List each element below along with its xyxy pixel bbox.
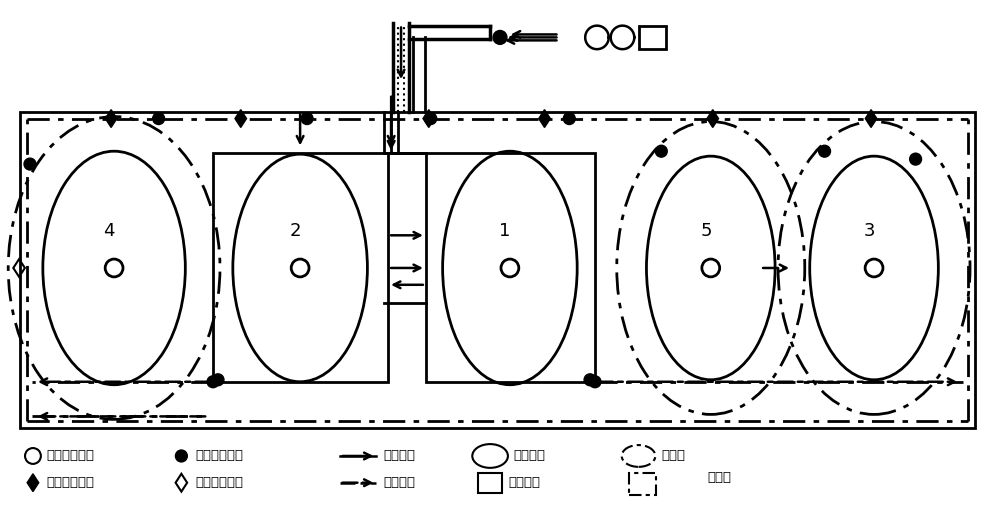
Circle shape	[910, 153, 922, 165]
Bar	[629, 473, 656, 494]
Bar	[213, 153, 388, 382]
Text: 设备温度测点: 设备温度测点	[47, 449, 95, 463]
Polygon shape	[865, 110, 877, 127]
Polygon shape	[423, 110, 435, 127]
Text: 外壁温度测点: 外壁温度测点	[195, 476, 243, 489]
Text: 控制体: 控制体	[661, 449, 685, 463]
Circle shape	[584, 374, 596, 386]
Text: 4: 4	[103, 222, 115, 240]
Circle shape	[819, 145, 830, 157]
Bar	[639, 25, 666, 49]
Circle shape	[425, 112, 437, 125]
Text: 内壁温度测点: 内壁温度测点	[47, 476, 95, 489]
Text: 入口空气: 入口空气	[383, 449, 415, 463]
Polygon shape	[27, 474, 39, 492]
Circle shape	[493, 31, 507, 45]
Circle shape	[175, 450, 187, 462]
Polygon shape	[235, 110, 247, 127]
Text: 2: 2	[289, 222, 301, 240]
Circle shape	[589, 376, 601, 388]
Text: 出口空气: 出口空气	[383, 476, 415, 489]
Bar	[426, 153, 595, 382]
Text: 3: 3	[863, 222, 875, 240]
Text: 控制体: 控制体	[708, 471, 732, 484]
Bar	[20, 112, 975, 428]
Bar	[478, 473, 502, 492]
Text: 设备单元: 设备单元	[514, 449, 546, 463]
Polygon shape	[539, 110, 550, 127]
Text: 5: 5	[700, 222, 712, 240]
Circle shape	[301, 112, 313, 125]
Polygon shape	[707, 110, 719, 127]
Circle shape	[24, 158, 36, 170]
Circle shape	[563, 112, 575, 125]
Circle shape	[655, 145, 667, 157]
Circle shape	[207, 376, 219, 388]
Circle shape	[212, 374, 224, 386]
Polygon shape	[105, 110, 117, 127]
Text: 1: 1	[499, 222, 511, 240]
Circle shape	[153, 112, 165, 125]
Text: 外金属盒: 外金属盒	[508, 476, 540, 489]
Text: 空气温度测点: 空气温度测点	[195, 449, 243, 463]
